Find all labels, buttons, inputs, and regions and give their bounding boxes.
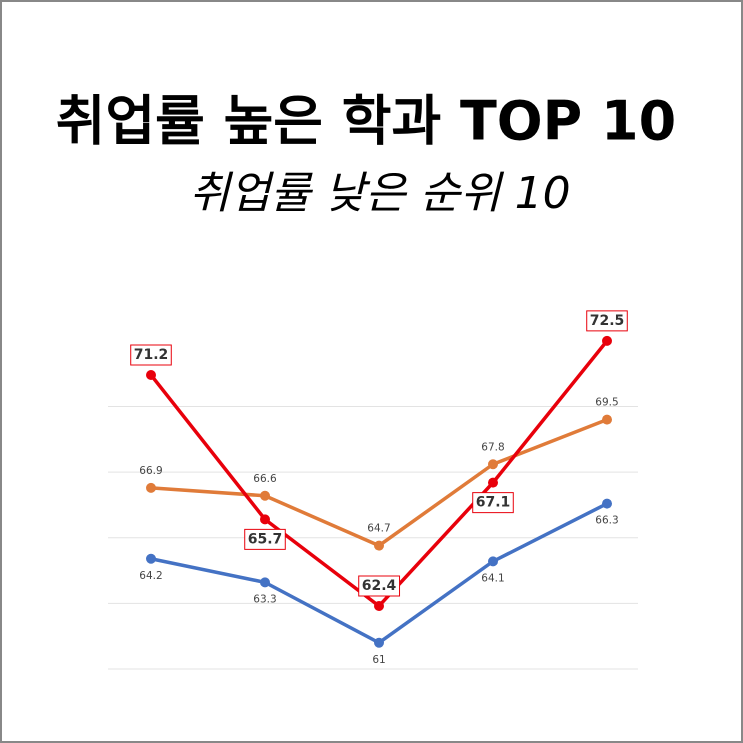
data-point [146,482,156,493]
data-label: 71.2 [134,347,169,363]
data-point [374,637,384,648]
data-label: 64.2 [139,570,162,582]
data-point [260,577,270,588]
data-label: 72.5 [590,313,625,329]
data-point [374,540,384,551]
data-label: 61 [372,654,385,666]
data-label: 64.1 [481,572,504,584]
data-point [260,490,270,501]
data-point [602,335,612,346]
data-label-box [586,310,628,332]
data-label-box [472,492,514,514]
data-label-box [244,528,286,550]
data-label: 65.7 [248,531,283,547]
data-label: 64.7 [367,523,390,535]
data-point [602,498,612,509]
data-label-box [130,344,172,366]
data-label: 66.9 [139,465,162,477]
data-point [488,459,498,470]
data-point [260,514,270,525]
data-point [602,414,612,425]
data-label: 69.5 [595,397,618,409]
data-label-box [358,575,401,597]
chart-title: 취업률 높은 학과 TOP 10 [56,90,676,153]
data-point [374,601,384,611]
chart-subtitle: 취업률 낮은 순위 10 [189,168,570,219]
data-label: 66.6 [253,473,277,485]
data-point [146,370,156,380]
data-label: 62.4 [362,578,397,594]
data-point [488,477,498,488]
data-point [488,556,498,567]
data-label: 66.3 [595,515,618,527]
data-point [146,553,156,564]
data-label: 67.1 [476,495,511,511]
data-label: 67.8 [481,441,504,453]
data-label: 63.3 [253,593,276,605]
